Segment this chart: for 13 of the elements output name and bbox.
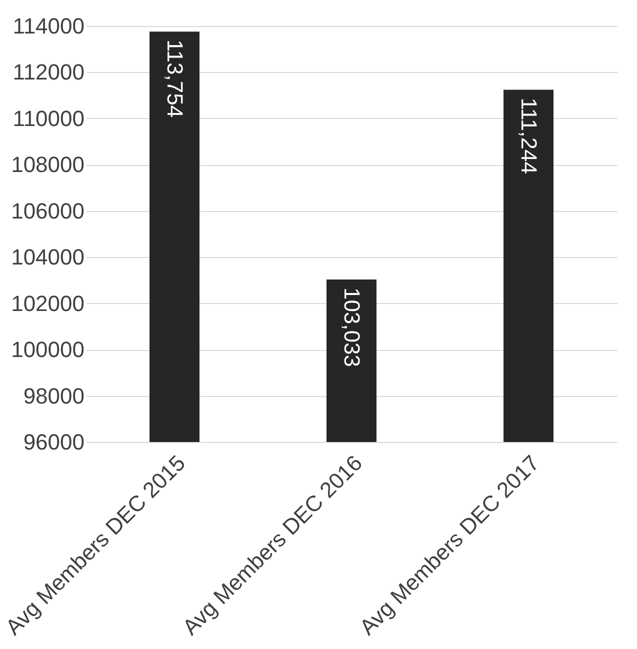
y-tick-label: 98000: [23, 383, 84, 408]
y-tick-label: 112000: [12, 60, 84, 85]
data-label: 111,244: [516, 98, 542, 174]
y-tick-label: 96000: [23, 430, 84, 454]
y-tick-label: 100000: [11, 337, 84, 362]
data-label: 103,033: [340, 287, 364, 367]
data-label: 113,754: [162, 40, 188, 118]
y-tick-label: 102000: [11, 290, 84, 316]
y-tick-label: 104000: [11, 244, 84, 270]
y-tick-label: 114000: [12, 14, 84, 38]
y-tick-label: 110000: [12, 106, 84, 131]
y-tick-label: 106000: [11, 198, 84, 224]
y-tick-label: 108000: [11, 152, 84, 178]
